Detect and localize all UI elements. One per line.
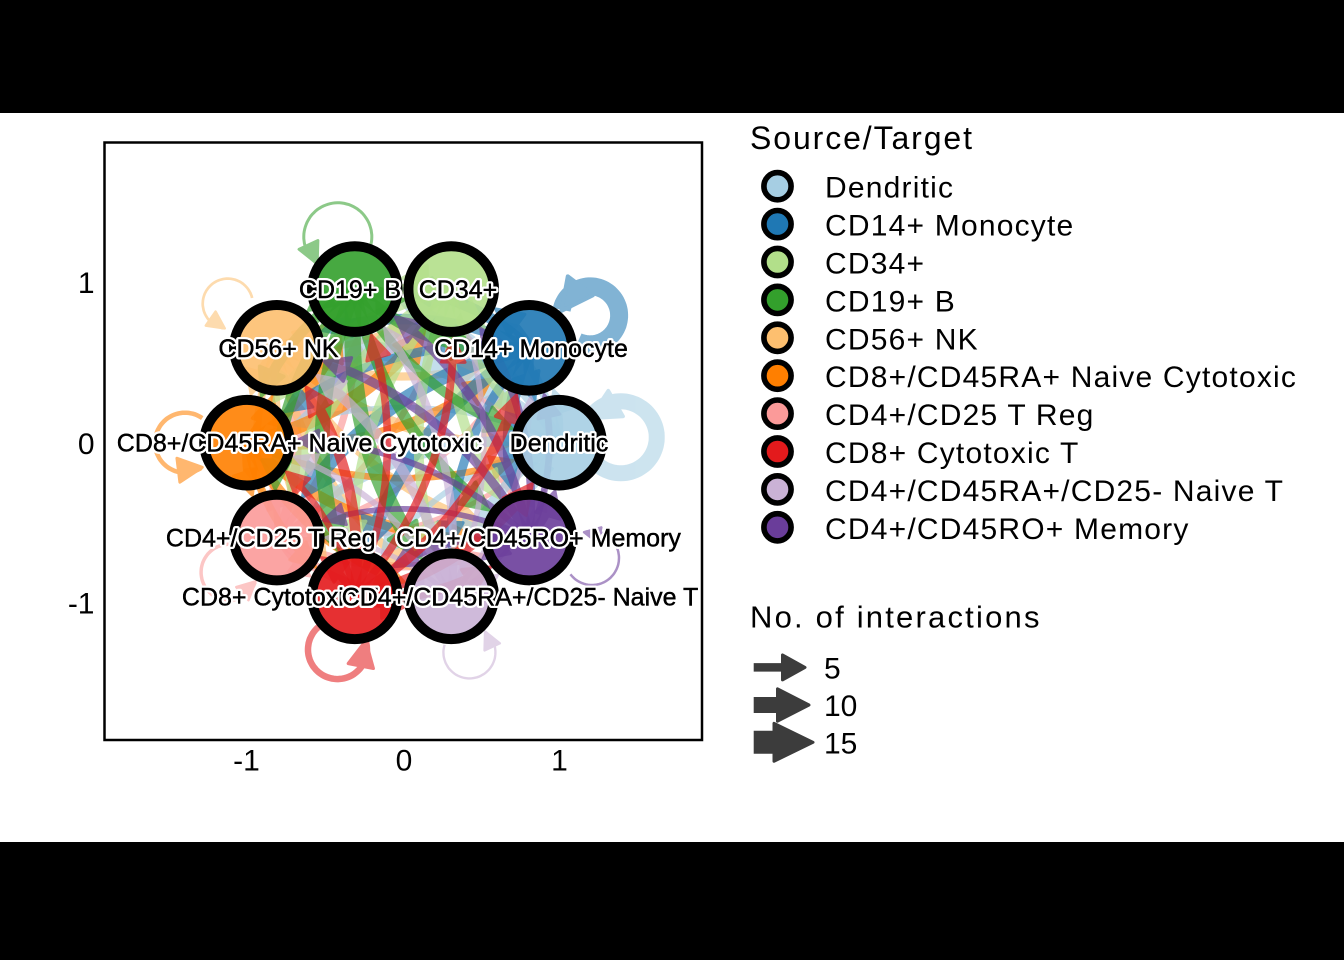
svg-text:CD19+ B: CD19+ B	[299, 276, 401, 304]
svg-text:CD19+ B: CD19+ B	[299, 276, 401, 304]
svg-text:CD8+/CD45RA+ Naive Cytotoxic: CD8+/CD45RA+ Naive Cytotoxic	[117, 430, 482, 458]
svg-text:CD8+/CD45RA+ Naive Cytotoxic: CD8+/CD45RA+ Naive Cytotoxic	[825, 361, 1297, 394]
svg-text:Source/Target: Source/Target	[750, 120, 974, 156]
svg-text:CD14+ Monocyte: CD14+ Monocyte	[825, 210, 1074, 243]
svg-text:CD8+ Cytotoxic T: CD8+ Cytotoxic T	[182, 583, 378, 611]
svg-text:CD34+: CD34+	[419, 276, 498, 304]
svg-text:CD34+: CD34+	[419, 276, 498, 304]
svg-text:0: 0	[396, 745, 413, 778]
svg-text:Dendritic: Dendritic	[825, 172, 954, 205]
svg-text:CD19+ B: CD19+ B	[825, 285, 956, 318]
svg-text:CD4+/CD45RA+/CD25- Naive T: CD4+/CD45RA+/CD25- Naive T	[825, 475, 1284, 508]
svg-text:CD4+/CD25 T Reg: CD4+/CD25 T Reg	[825, 399, 1095, 432]
svg-text:CD56+ NK: CD56+ NK	[218, 335, 339, 363]
svg-text:Dendritic: Dendritic	[510, 430, 609, 458]
svg-text:CD4+/CD45RO+ Memory: CD4+/CD45RO+ Memory	[825, 513, 1190, 546]
svg-text:-1: -1	[68, 588, 95, 621]
svg-text:CD8+ Cytotoxic T: CD8+ Cytotoxic T	[825, 437, 1080, 470]
svg-text:-1: -1	[233, 745, 260, 778]
svg-text:CD4+/CD45RA+/CD25- Naive T: CD4+/CD45RA+/CD25- Naive T	[342, 583, 699, 611]
svg-text:CD56+ NK: CD56+ NK	[218, 335, 339, 363]
svg-text:0: 0	[78, 428, 95, 461]
svg-text:10: 10	[824, 690, 857, 723]
svg-text:CD14+ Monocyte: CD14+ Monocyte	[434, 335, 628, 363]
svg-text:CD14+ Monocyte: CD14+ Monocyte	[434, 335, 628, 363]
svg-text:CD4+/CD25 T Reg: CD4+/CD25 T Reg	[166, 525, 376, 553]
svg-text:5: 5	[824, 652, 841, 685]
svg-text:CD4+/CD45RO+ Memory: CD4+/CD45RO+ Memory	[396, 525, 681, 553]
svg-text:CD4+/CD45RA+/CD25- Naive T: CD4+/CD45RA+/CD25- Naive T	[342, 583, 699, 611]
svg-text:1: 1	[551, 745, 568, 778]
svg-text:CD4+/CD45RO+ Memory: CD4+/CD45RO+ Memory	[396, 525, 681, 553]
svg-text:1: 1	[78, 267, 95, 300]
svg-text:15: 15	[824, 727, 857, 760]
svg-text:CD56+ NK: CD56+ NK	[825, 323, 979, 356]
svg-text:CD4+/CD25 T Reg: CD4+/CD25 T Reg	[166, 525, 376, 553]
svg-text:No. of interactions: No. of interactions	[750, 600, 1042, 635]
svg-text:CD8+ Cytotoxic T: CD8+ Cytotoxic T	[182, 583, 378, 611]
svg-text:CD8+/CD45RA+ Naive Cytotoxic: CD8+/CD45RA+ Naive Cytotoxic	[117, 430, 482, 458]
svg-text:CD34+: CD34+	[825, 248, 925, 281]
svg-text:Dendritic: Dendritic	[510, 430, 609, 458]
